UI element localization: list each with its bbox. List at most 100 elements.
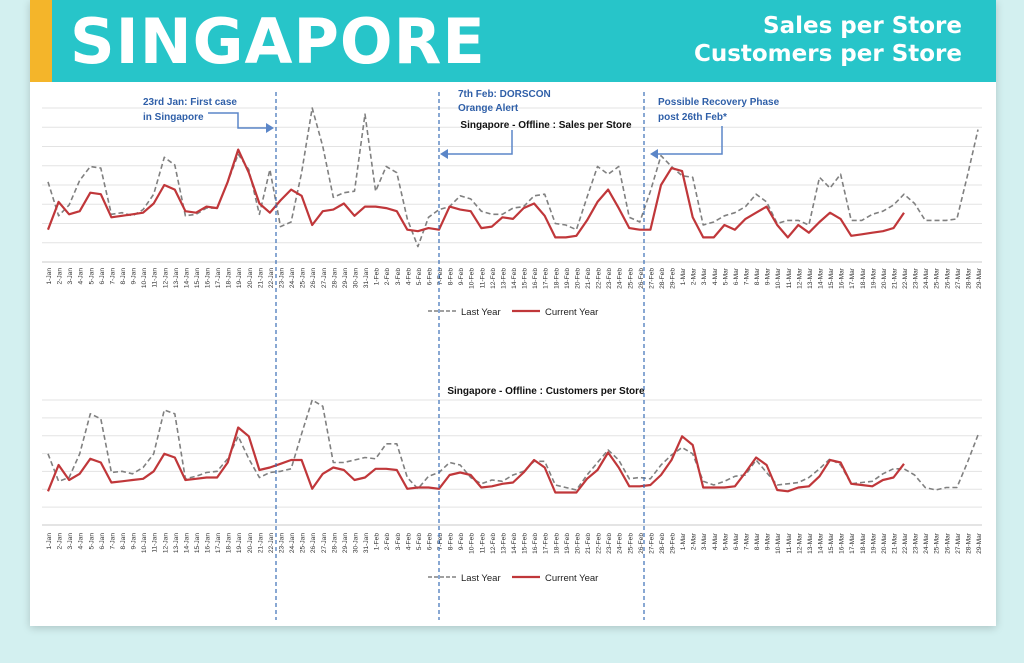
x-tick-label: 19-Mar — [870, 532, 877, 554]
x-tick-label: 19-Feb — [564, 533, 571, 554]
x-tick-label: 24-Feb — [617, 533, 624, 554]
x-tick-label: 10-Feb — [469, 533, 476, 554]
annotation-dorscon-line1: 7th Feb: DORSCON — [458, 89, 551, 100]
series-last-year-line — [47, 399, 979, 491]
x-tick-label: 25-Jan — [300, 533, 307, 553]
x-tick-label: 16-Jan — [205, 533, 212, 553]
first-case-arrow — [208, 112, 266, 129]
x-tick-label: 13-Feb — [500, 533, 507, 554]
x-tick-label: 28-Mar — [965, 267, 972, 289]
x-tick-label: 1-Mar — [680, 532, 687, 550]
x-tick-label: 15-Feb — [522, 533, 529, 554]
x-tick-label: 27-Feb — [648, 268, 655, 289]
x-tick-label: 29-Jan — [342, 268, 349, 288]
x-tick-label: 13-Jan — [173, 533, 180, 553]
x-tick-label: 5-Jan — [88, 268, 95, 285]
x-tick-label: 15-Jan — [194, 268, 201, 288]
x-tick-label: 15-Mar — [828, 532, 835, 554]
x-tick-label: 22-Mar — [902, 532, 909, 554]
x-tick-label: 20-Mar — [881, 532, 888, 554]
x-tick-label: 15-Feb — [522, 268, 529, 289]
x-tick-label: 25-Mar — [934, 267, 941, 289]
x-tick-label: 18-Jan — [226, 268, 233, 288]
x-tick-label: 17-Mar — [849, 532, 856, 554]
x-tick-label: 20-Mar — [881, 267, 888, 289]
x-tick-label: 12-Jan — [162, 268, 169, 288]
series-lines — [46, 107, 979, 494]
x-tick-label: 25-Jan — [300, 268, 307, 288]
x-tick-label: 5-Jan — [88, 533, 95, 550]
x-tick-label: 13-Mar — [807, 532, 814, 554]
x-tick-label: 14-Feb — [511, 533, 518, 554]
x-tick-label: 17-Jan — [215, 268, 222, 288]
x-tick-label: 20-Jan — [247, 268, 254, 288]
header-accent-bar — [30, 0, 52, 82]
x-tick-label: 21-Feb — [585, 533, 592, 554]
sales-chart-title: Singapore - Offline : Sales per Store — [460, 120, 632, 131]
x-tick-label: 11-Feb — [479, 533, 486, 554]
customers-chart-title: Singapore - Offline : Customers per Stor… — [447, 386, 645, 397]
x-tick-label: 7-Mar — [744, 532, 751, 550]
x-tick-label: 1-Jan — [46, 533, 53, 550]
x-tick-label: 3-Mar — [701, 532, 708, 550]
x-tick-label: 12-Feb — [490, 533, 497, 554]
x-tick-label: 28-Jan — [331, 268, 338, 288]
x-tick-label: 23-Feb — [606, 268, 613, 289]
legend-current-year-label: Current Year — [545, 307, 598, 318]
x-tick-label: 11-Jan — [152, 533, 159, 553]
x-tick-label: 2-Feb — [384, 533, 391, 551]
recovery-arrow — [658, 126, 723, 155]
x-tick-label: 24-Mar — [923, 267, 930, 289]
x-tick-label: 1-Feb — [374, 268, 381, 286]
x-tick-label: 31-Jan — [363, 533, 370, 553]
x-tick-label: 4-Jan — [78, 533, 85, 550]
x-tick-label: 29-Feb — [670, 533, 677, 554]
x-tick-label: 4-Mar — [712, 532, 719, 550]
x-tick-label: 12-Jan — [162, 533, 169, 553]
x-tick-label: 23-Mar — [913, 532, 920, 554]
x-tick-label: 5-Feb — [416, 268, 423, 286]
annotation-recovery-line2: post 26th Feb* — [658, 112, 727, 123]
x-tick-label: 11-Mar — [786, 532, 793, 553]
legend-last-year-label: Last Year — [461, 307, 501, 318]
x-tick-label: 3-Feb — [395, 268, 402, 286]
x-tick-label: 21-Jan — [257, 533, 264, 553]
x-tick-label: 18-Mar — [860, 267, 867, 289]
x-tick-label: 27-Feb — [648, 533, 655, 554]
page-subtitle: Sales per Store Customers per Store — [694, 12, 962, 68]
recovery-arrowhead — [650, 149, 658, 159]
x-tick-label: 22-Jan — [268, 533, 275, 553]
x-tick-label: 10-Mar — [775, 267, 782, 289]
x-tick-label: 2-Jan — [57, 268, 64, 285]
x-tick-label: 26-Mar — [944, 267, 951, 289]
legend-last-year-label: Last Year — [461, 573, 501, 584]
x-tick-label: 2-Mar — [691, 532, 698, 550]
annotation-first-case-line2: in Singapore — [143, 112, 204, 123]
x-tick-label: 5-Mar — [722, 532, 729, 550]
x-tick-label: 24-Mar — [923, 532, 930, 554]
series-last-year-line — [47, 107, 979, 248]
series-current-year-line — [46, 148, 905, 239]
x-tick-label: 28-Feb — [659, 268, 666, 289]
x-tick-label: 22-Mar — [902, 267, 909, 289]
x-tick-label: 5-Feb — [416, 533, 423, 551]
x-tick-label: 14-Jan — [183, 268, 190, 288]
x-tick-label: 6-Feb — [427, 533, 434, 551]
page-title: SINGAPORE — [70, 5, 486, 78]
x-tick-label: 23-Mar — [913, 267, 920, 289]
x-tick-label: 27-Mar — [955, 267, 962, 289]
x-tick-label: 21-Mar — [892, 267, 899, 289]
x-tick-label: 19-Jan — [236, 268, 243, 288]
x-tick-label: 29-Jan — [342, 533, 349, 553]
x-tick-label: 6-Feb — [427, 268, 434, 286]
x-tick-label: 17-Feb — [543, 268, 550, 289]
chart-card: SINGAPORE Sales per Store Customers per … — [30, 0, 996, 626]
x-tick-label: 8-Feb — [448, 268, 455, 286]
x-tick-label: 23-Jan — [279, 268, 286, 288]
x-tick-label: 17-Jan — [215, 533, 222, 553]
x-tick-label: 3-Feb — [395, 533, 402, 551]
x-tick-label: 11-Jan — [152, 268, 159, 288]
x-tick-label: 3-Jan — [67, 268, 74, 285]
x-tick-label: 13-Mar — [807, 267, 814, 289]
x-tick-label: 13-Feb — [500, 268, 507, 289]
